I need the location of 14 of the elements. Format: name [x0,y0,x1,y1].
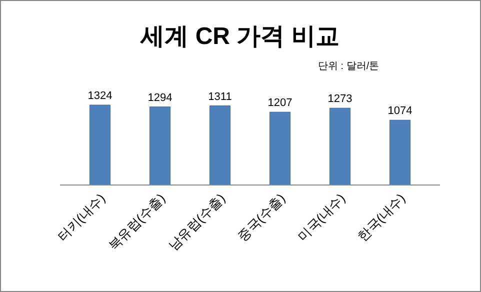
bar [330,108,350,186]
bar [270,112,290,186]
data-label: 1074 [388,105,412,118]
bar [90,104,110,186]
bar [390,120,410,186]
data-label: 1311 [208,90,232,103]
data-label: 1273 [328,93,352,106]
chart-title: 세계 CR 가격 비교 [140,23,340,50]
chart-subtitle: 단위 : 달러/톤 [318,61,380,72]
bar [210,106,230,186]
data-label: 1294 [148,92,172,104]
data-label: 1324 [88,90,112,102]
data-label: 1207 [268,97,292,110]
bar [150,106,170,186]
